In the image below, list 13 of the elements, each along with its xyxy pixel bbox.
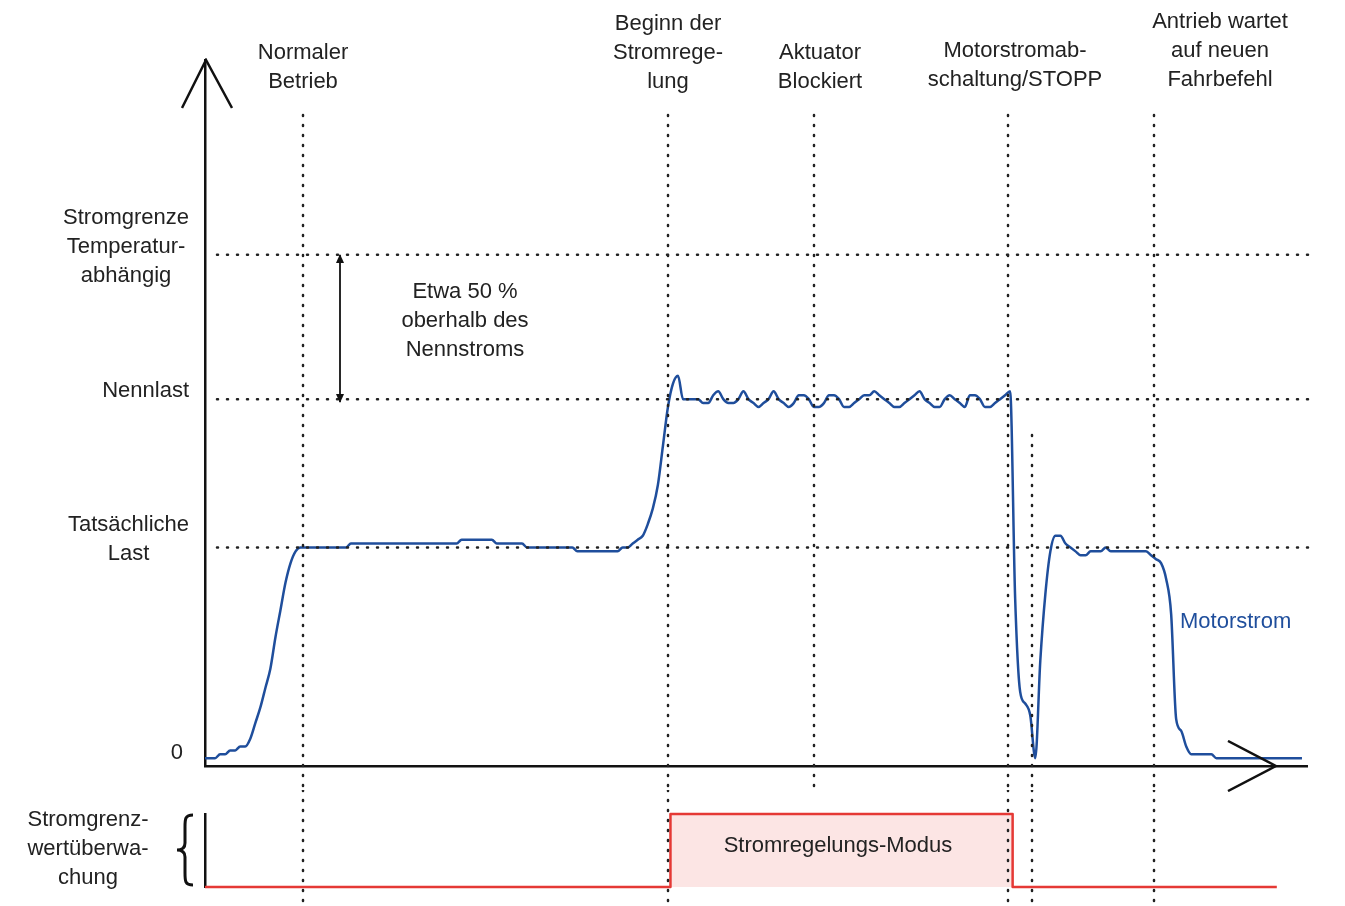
series-label: Motorstrom [1180,607,1292,633]
text: Beginn der Stromrege- lung [612,10,724,94]
text: Antrieb wartet auf neuen Fahrbefehl [1152,8,1288,92]
annotation: Stromregelungs-Modus [723,832,953,858]
ref-line-label: Tatsächliche Last [67,511,190,566]
text: Motorstromab- schaltung/STOPP [927,37,1103,92]
y-axis-title: Stromgrenz- wertüberwa- chung [26,805,149,889]
ref-line-label: Stromgrenze Temperatur- abhängig [63,203,190,287]
text: Normaler Betrieb [257,39,349,94]
ref-line-label: Nennlast [102,377,190,403]
text: 0 [170,739,183,765]
text: Etwa 50 % oberhalb des Nennstroms [401,278,529,362]
text: Aktuator Blockiert [777,39,863,94]
